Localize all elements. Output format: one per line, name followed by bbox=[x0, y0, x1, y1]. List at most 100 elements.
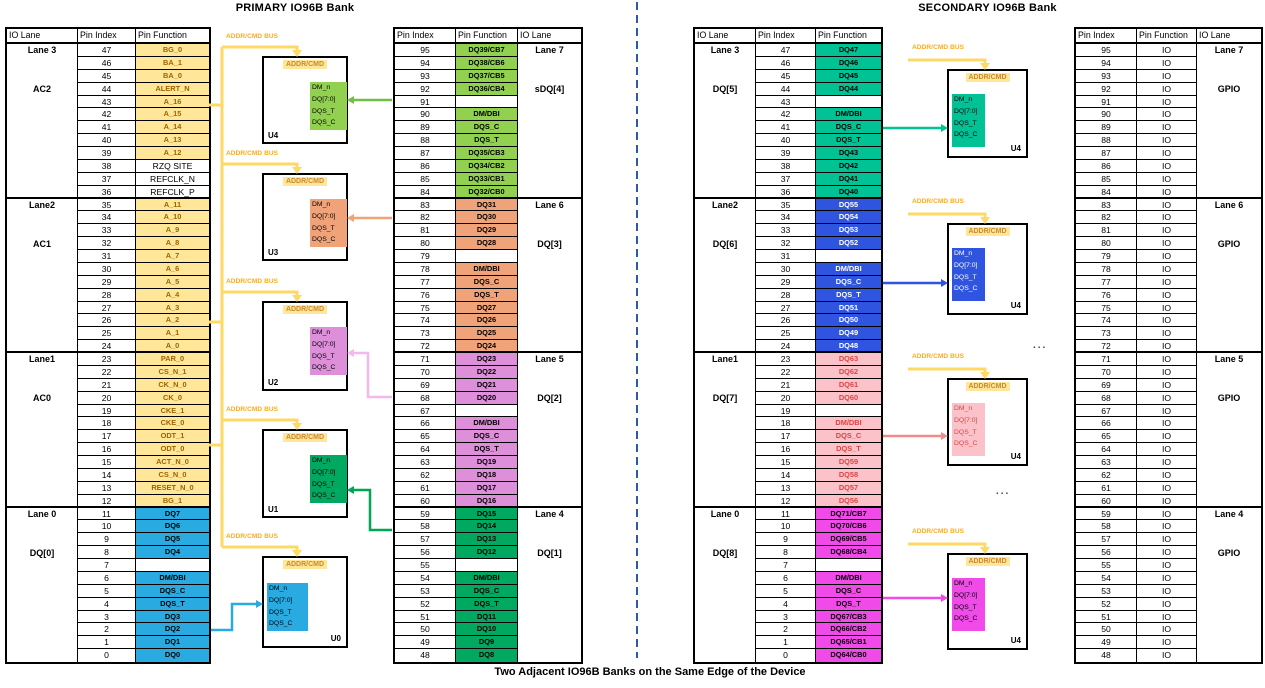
pin-function-cell: DQ24 bbox=[456, 340, 517, 353]
block-line-dqs-c: DQS_C bbox=[312, 364, 336, 372]
pin-function-cell: IO bbox=[1137, 482, 1196, 495]
pin-function-cell: IO bbox=[1137, 289, 1196, 302]
pin-function-cell: DQ30 bbox=[456, 211, 517, 225]
pin-index-cell: 40 bbox=[756, 134, 815, 147]
pin-index-cell: 41 bbox=[756, 121, 815, 135]
pin-function-cell: DQ49 bbox=[816, 327, 881, 341]
pin-function-cell: IO bbox=[1137, 263, 1196, 276]
pin-function-cell: IO bbox=[1137, 224, 1196, 238]
pin-index-cell: 80 bbox=[1076, 237, 1136, 250]
pin-index-cell: 6 bbox=[78, 572, 135, 585]
pin-function-cell: IO bbox=[1137, 302, 1196, 315]
pin-index-cell: 36 bbox=[756, 186, 815, 199]
pin-index-cell: 93 bbox=[395, 70, 455, 83]
pin-index-cell: 35 bbox=[756, 199, 815, 212]
pin-function-cell: DQS_T bbox=[816, 288, 881, 302]
pin-function-cell: DQ11 bbox=[456, 610, 517, 624]
pin-index-cell: 24 bbox=[78, 340, 135, 353]
column-header-pin-function: Pin Function bbox=[456, 29, 517, 44]
pin-function-cell: DQ68/CB4 bbox=[816, 546, 881, 559]
lane-group-cell: Lane2 AC1 bbox=[7, 199, 77, 353]
pin-function-cell: A_15 bbox=[136, 108, 209, 122]
pin-function-cell: A_12 bbox=[136, 147, 209, 160]
lane-label: Lane 7 bbox=[1214, 45, 1244, 55]
pin-function-cell: DQ62 bbox=[816, 365, 881, 379]
pin-index-cell: 90 bbox=[1076, 108, 1136, 122]
pin-function-cell: DQ8 bbox=[456, 649, 517, 662]
unit-name: U4 bbox=[1010, 144, 1021, 153]
pin-function-cell: DQ44 bbox=[816, 82, 881, 96]
pin-index-column: Pin Index 47 46 45 44 43 42 41 40 39 38 37 36 35 34 33 3… bbox=[77, 29, 135, 662]
pin-index-cell: 53 bbox=[1076, 585, 1136, 598]
addr-cmd-port-label: ADDR/CMD bbox=[965, 227, 1010, 236]
pin-function-cell: REFCLK_N bbox=[136, 173, 209, 186]
pin-function-cell bbox=[456, 96, 517, 109]
lane-sublabel: GPIO bbox=[1217, 84, 1241, 94]
pin-index-cell: 49 bbox=[1076, 636, 1136, 650]
block-line-dq: DQ[7:0] bbox=[954, 591, 978, 599]
pin-function-cell: DQS_C bbox=[456, 275, 517, 289]
pin-index-cell: 50 bbox=[395, 623, 455, 637]
lane-group-cell: Lane1 DQ[7] bbox=[695, 353, 755, 508]
pin-index-cell: 12 bbox=[756, 495, 815, 508]
pin-function-cell: IO bbox=[1137, 353, 1196, 366]
pin-function-cell: DM/DBI bbox=[456, 108, 517, 122]
pin-function-column: Pin Function IO IO IO IO IO IO IO IO IO IO IO IO IO IO… bbox=[1136, 29, 1196, 662]
pin-function-cell bbox=[816, 250, 881, 263]
pin-function-cell: DQ18 bbox=[456, 468, 517, 482]
pin-function-cell: IO bbox=[1137, 96, 1196, 109]
io-lane-column: IO Lane Lane 3 DQ[5] Lane2 DQ[6] Lane1 DQ[7] La… bbox=[695, 29, 755, 662]
column-header-io-lane: IO Lane bbox=[695, 29, 755, 44]
unit-box-primary-u3: ADDR/CMD DM_n DQ[7:0] DQS_T DQS_C U3 bbox=[262, 173, 348, 261]
bus-branch bbox=[908, 58, 987, 64]
lane-sublabel: GPIO bbox=[1217, 393, 1241, 403]
pin-index-cell: 81 bbox=[395, 224, 455, 238]
pin-index-cell: 11 bbox=[78, 508, 135, 521]
lane-group-cell: Lane 7 sDQ[4] bbox=[518, 44, 581, 199]
pin-index-cell: 94 bbox=[1076, 57, 1136, 70]
pin-index-cell: 17 bbox=[756, 430, 815, 444]
pin-index-cell: 65 bbox=[395, 430, 455, 444]
pin-function-cell: DQ42 bbox=[816, 159, 881, 173]
pin-index-cell: 91 bbox=[1076, 96, 1136, 109]
pin-function-cell: DQ35/CB3 bbox=[456, 147, 517, 160]
lane-group-cell: Lane 7 GPIO bbox=[1197, 44, 1261, 199]
pin-index-cell: 45 bbox=[756, 70, 815, 83]
dq-port-block: DM_n DQ[7:0] DQS_T DQS_C bbox=[952, 94, 985, 147]
pin-index-cell: 66 bbox=[395, 417, 455, 431]
pin-function-cell: ALERT_N bbox=[136, 82, 209, 96]
pin-function-cell: A_11 bbox=[136, 198, 209, 212]
pin-function-cell: DQS_T bbox=[816, 443, 881, 456]
pin-index-cell: 37 bbox=[756, 173, 815, 186]
pin-index-cell: 69 bbox=[395, 379, 455, 392]
pin-index-cell: 48 bbox=[420, 650, 430, 661]
pin-index-cell: 60 bbox=[1076, 495, 1136, 508]
pin-index-cell: 55 bbox=[395, 559, 455, 572]
pin-index-cell: 48 bbox=[1101, 650, 1111, 661]
pin-index-cell: 60 bbox=[395, 495, 455, 508]
pin-index-cell: 84 bbox=[1076, 186, 1136, 199]
pin-function-cell: IO bbox=[1137, 108, 1196, 122]
pin-index-cell: 30 bbox=[78, 263, 135, 276]
pin-function-cell: IO bbox=[1137, 57, 1196, 70]
pin-index-cell: 52 bbox=[1076, 598, 1136, 611]
io-lane-column: IO Lane Lane 3 AC2 Lane2 AC1 Lane1 AC0 Lane 0 DQ… bbox=[7, 29, 77, 662]
pin-function-cell: DQ0 bbox=[136, 649, 209, 662]
pin-index-cell: 93 bbox=[1076, 70, 1136, 83]
pin-index-cell: 38 bbox=[78, 160, 135, 173]
block-line-dm-n: DM_n bbox=[954, 580, 973, 587]
pin-function-cell: DQ25 bbox=[456, 327, 517, 341]
pin-function-cell: DQ55 bbox=[816, 198, 881, 212]
pin-function-cell: IO bbox=[1137, 417, 1196, 431]
pin-index-cell: 10 bbox=[756, 520, 815, 534]
pin-function-cell: ODT_1 bbox=[136, 430, 209, 444]
pin-function-cell: IO bbox=[1137, 83, 1196, 96]
lane-sublabel: DQ[5] bbox=[712, 84, 738, 94]
unit-name: U1 bbox=[268, 505, 279, 514]
pin-index-cell: 57 bbox=[1076, 533, 1136, 547]
pin-function-cell: DM/DBI bbox=[456, 417, 517, 431]
pin-index-cell: 40 bbox=[78, 134, 135, 147]
unit-name: U4 bbox=[1010, 452, 1021, 461]
lane-sublabel: GPIO bbox=[1217, 547, 1241, 558]
pin-index-cell: 78 bbox=[1076, 263, 1136, 276]
